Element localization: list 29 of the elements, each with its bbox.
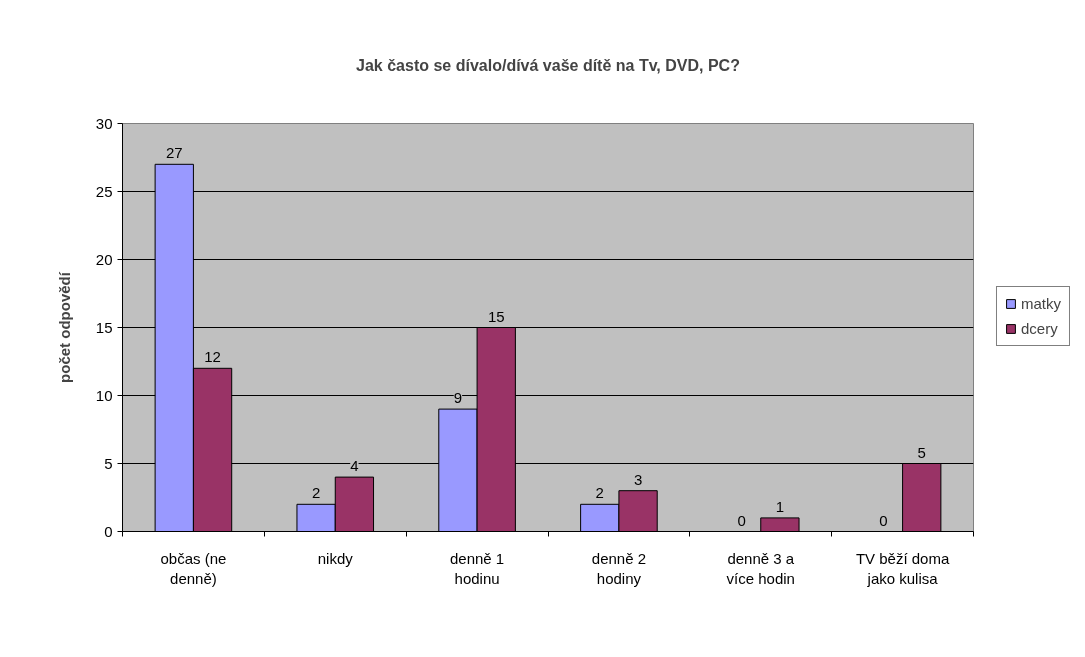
data-label: 0: [879, 511, 888, 529]
y-tick-label: 10: [95, 386, 113, 404]
data-label: 12: [204, 348, 221, 366]
x-tick-label: denně 3 a více hodin: [726, 549, 795, 587]
data-label: 27: [165, 144, 183, 162]
x-tick-label: občas (ne denně): [160, 549, 227, 587]
data-label: 2: [311, 484, 321, 502]
data-label: 2: [595, 484, 604, 502]
y-axis-title: počet odpovědí: [55, 271, 73, 383]
y-tick-label: 25: [95, 182, 113, 200]
y-tick-label: 20: [95, 250, 113, 268]
data-label: 3: [633, 470, 643, 488]
y-tick-label: 30: [95, 114, 113, 132]
data-label: 1: [775, 497, 785, 515]
x-tick-label: nikdy: [317, 549, 354, 567]
y-tick-label: 15: [95, 318, 113, 336]
data-label: 5: [917, 443, 926, 461]
data-label: 15: [487, 307, 505, 325]
data-label: 0: [737, 511, 746, 529]
chart-title: Jak často se dívalo/dívá vaše dítě na Tv, DVD, PC?: [356, 56, 740, 74]
legend-label: dcery: [1020, 319, 1058, 337]
y-tick-label: 0: [104, 522, 113, 540]
x-tick-label: denně 1 hodinu: [449, 549, 505, 587]
x-tick-label: TV běží doma jako kulisa: [855, 549, 950, 587]
legend-label: matky: [1020, 294, 1062, 312]
data-label: 4: [350, 457, 359, 475]
data-label: 9: [453, 389, 463, 407]
y-tick-label: 5: [104, 454, 113, 472]
x-tick-label: denně 2 hodiny: [591, 549, 647, 587]
